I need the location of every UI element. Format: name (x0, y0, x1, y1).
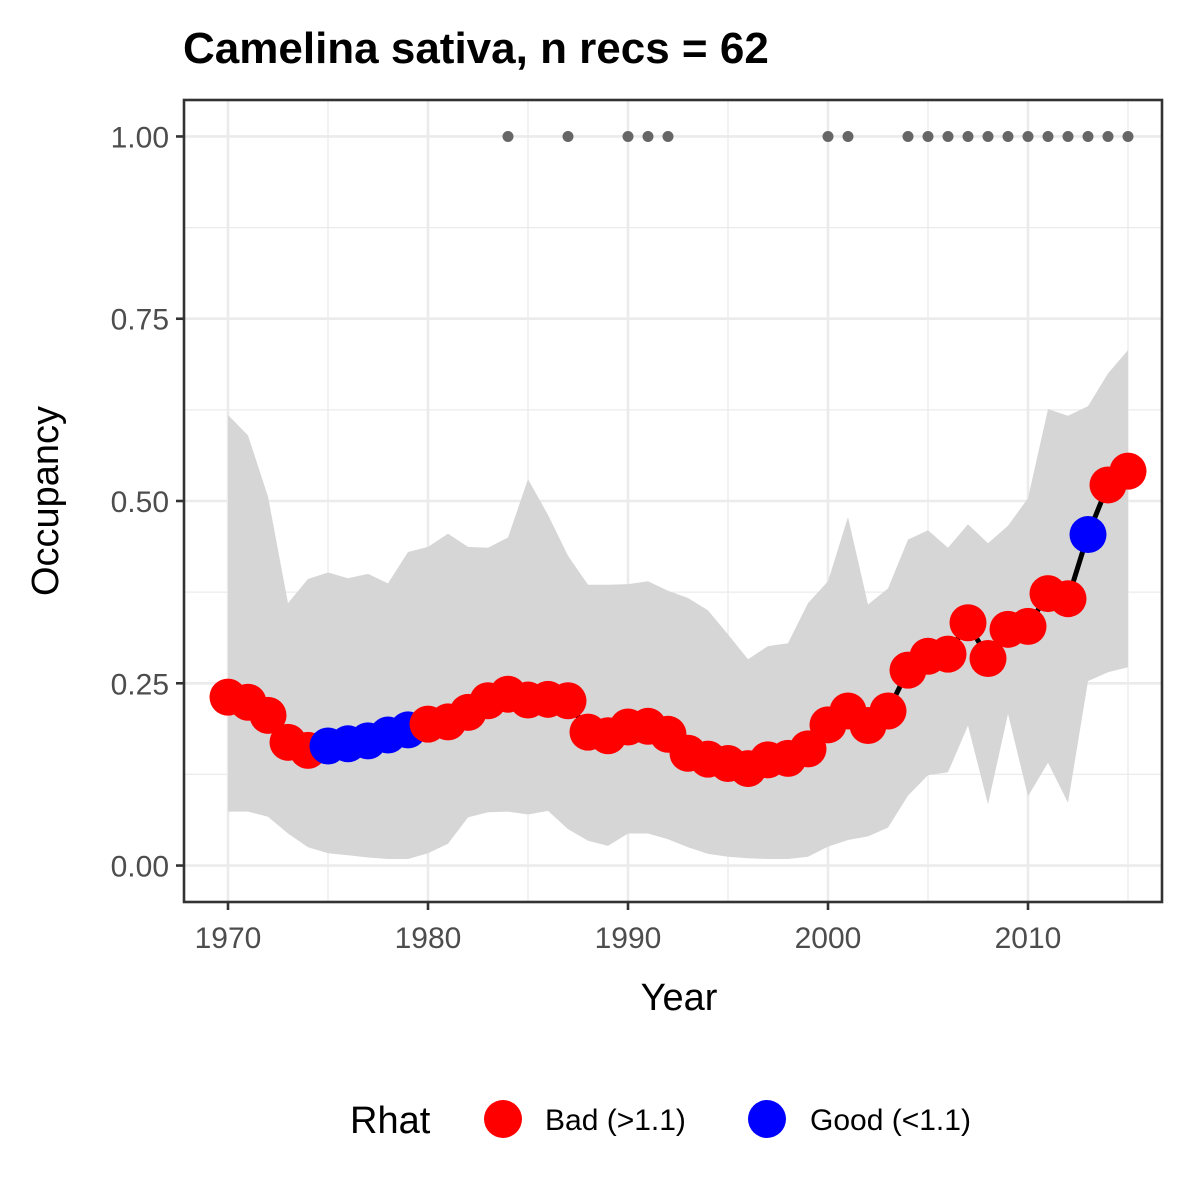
record-point (502, 130, 514, 142)
record-point (982, 130, 994, 142)
chart-title: Camelina sativa, n recs = 62 (183, 24, 769, 73)
record-point (1002, 130, 1014, 142)
record-point (822, 130, 834, 142)
legend-key-bad (484, 1100, 522, 1138)
record-point (962, 130, 974, 142)
record-point (842, 130, 854, 142)
x-tick-label: 1990 (595, 922, 662, 955)
record-point (622, 130, 634, 142)
legend-key-good (748, 1100, 786, 1138)
x-tick-label: 1970 (195, 922, 262, 955)
point-good (1069, 516, 1107, 554)
x-tick-label: 1980 (395, 922, 462, 955)
y-tick-label: 0.00 (111, 851, 169, 884)
record-point (1042, 130, 1054, 142)
record-point (1102, 130, 1114, 142)
x-axis-ticks: 1970 1980 1990 2000 2010 (195, 902, 1062, 955)
record-point (1082, 130, 1094, 142)
record-point (642, 130, 654, 142)
point-bad (249, 696, 287, 734)
point-bad (1049, 580, 1087, 618)
point-bad (949, 604, 987, 642)
point-bad (1009, 607, 1047, 645)
point-bad (1109, 452, 1147, 490)
record-point (1122, 130, 1134, 142)
record-point (922, 130, 934, 142)
record-point (562, 130, 574, 142)
legend-label-bad: Bad (>1.1) (545, 1104, 686, 1137)
point-bad (929, 635, 967, 673)
record-point (902, 130, 914, 142)
y-axis-title: Occupancy (25, 406, 67, 596)
x-tick-label: 2000 (795, 922, 862, 955)
y-tick-label: 0.50 (111, 486, 169, 519)
record-point (1022, 130, 1034, 142)
record-point (662, 130, 674, 142)
y-tick-label: 0.25 (111, 668, 169, 701)
point-bad (549, 682, 587, 720)
x-tick-label: 2010 (995, 922, 1062, 955)
legend-title: Rhat (350, 1100, 431, 1142)
y-tick-label: 1.00 (111, 121, 169, 154)
legend: Rhat Bad (>1.1) Good (<1.1) (350, 1100, 971, 1142)
record-point (1062, 130, 1074, 142)
occupancy-points-layer (209, 452, 1147, 788)
record-point (942, 130, 954, 142)
point-bad (969, 639, 1007, 677)
x-axis-title: Year (641, 977, 718, 1019)
point-bad (869, 692, 907, 730)
record-points-layer (502, 130, 1134, 142)
y-tick-label: 0.75 (111, 304, 169, 337)
legend-label-good: Good (<1.1) (810, 1104, 971, 1137)
y-axis-ticks: 0.00 0.25 0.50 0.75 1.00 (111, 121, 184, 884)
